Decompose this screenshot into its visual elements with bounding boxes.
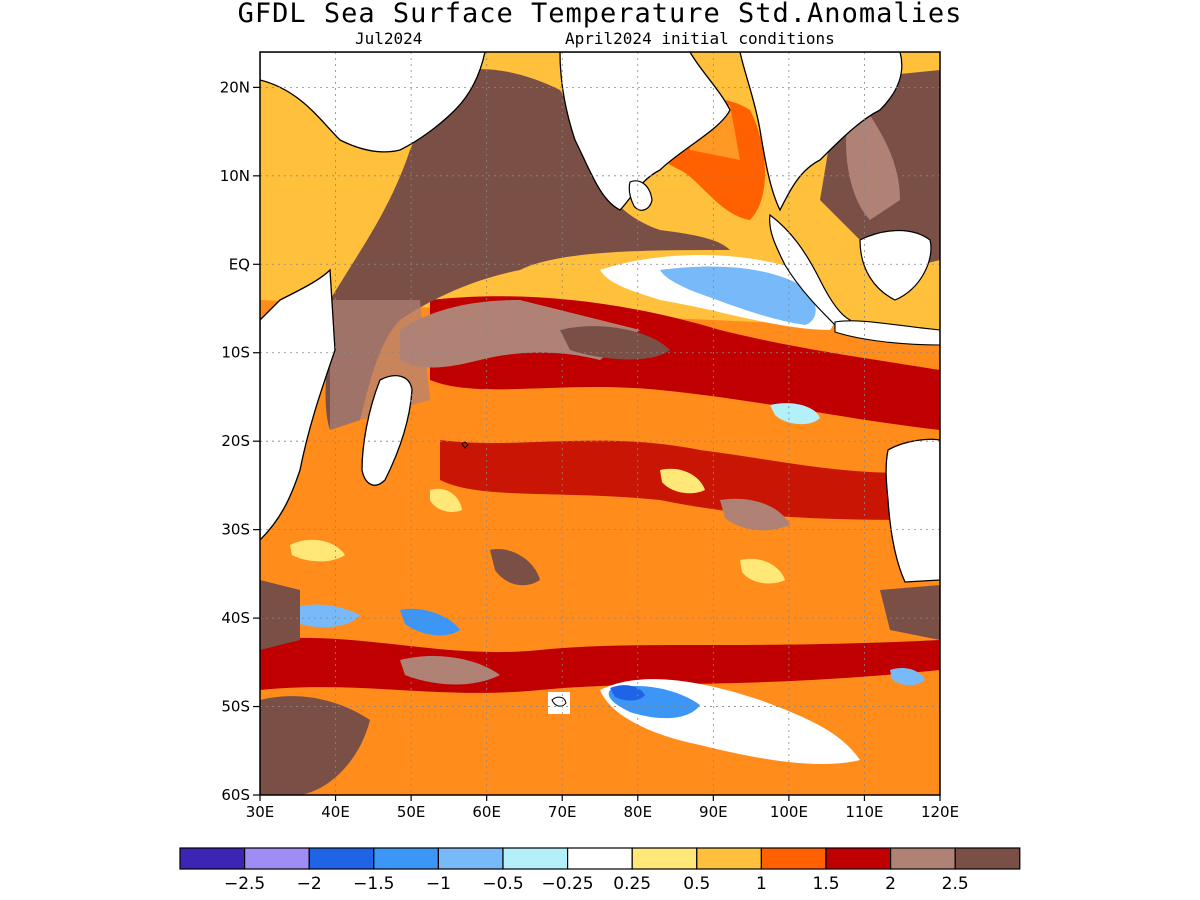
land-mask — [260, 52, 940, 714]
colorbar-swatch — [631, 847, 698, 870]
lat-tick-label: 30S — [221, 521, 250, 539]
lon-tick-label: 110E — [845, 803, 883, 821]
lon-tick-label: 100E — [770, 803, 808, 821]
colorbar-label: −0.25 — [542, 874, 594, 894]
lat-tick-label: 50S — [221, 698, 250, 716]
initial-conditions: April2024 initial conditions — [565, 29, 835, 48]
forecast-month: Jul2024 — [355, 29, 423, 48]
colorbar: −2.5 −2 −1.5 −1 −0.5 −0.25 0.25 0.5 1 1.5 2 2.5 — [179, 847, 1021, 894]
colorbar-label: −1.5 — [353, 874, 394, 894]
lat-tick-label: EQ — [229, 255, 250, 273]
lat-tick-label: 20N — [220, 78, 250, 96]
map-title: GFDL Sea Surface Temperature Std.Anomali… — [237, 0, 963, 29]
colorbar-label: −0.5 — [482, 874, 523, 894]
colorbar-swatch — [566, 847, 633, 870]
anomaly-field — [260, 52, 940, 795]
lat-tick-label: 10S — [221, 344, 250, 362]
colorbar-swatch — [696, 847, 762, 870]
lon-tick-label: 30E — [246, 803, 275, 821]
colorbar-label: −1 — [426, 874, 451, 894]
lon-tick-label: 90E — [699, 803, 728, 821]
colorbar-swatch — [373, 847, 439, 870]
colorbar-label: 0.5 — [683, 874, 710, 894]
colorbar-label: −2.5 — [224, 874, 265, 894]
colorbar-swatch — [502, 847, 569, 870]
colorbar-swatch — [889, 847, 956, 870]
colorbar-label: 2.5 — [942, 874, 969, 894]
lat-tick-label: 10N — [220, 167, 250, 185]
lon-tick-label: 50E — [397, 803, 426, 821]
lat-tick-label: 60S — [221, 786, 250, 804]
lat-tick-label: 20S — [221, 432, 250, 450]
map-frame — [259, 51, 941, 796]
colorbar-swatch — [437, 847, 504, 870]
colorbar-label: 1.5 — [812, 874, 839, 894]
colorbar-label: 1 — [756, 874, 767, 894]
colorbar-swatch — [308, 847, 375, 870]
colorbar-label: 2 — [885, 874, 896, 894]
colorbar-label: −2 — [297, 874, 322, 894]
lon-tick-label: 80E — [623, 803, 652, 821]
colorbar-swatch — [954, 847, 1021, 870]
lon-tick-label: 120E — [921, 803, 959, 821]
colorbar-label: 0.25 — [613, 874, 651, 894]
lon-tick-label: 60E — [472, 803, 501, 821]
lat-tick-label: 40S — [221, 609, 250, 627]
colorbar-swatch — [760, 847, 827, 870]
colorbar-swatch — [244, 847, 310, 870]
colorbar-swatch — [179, 847, 246, 870]
lon-tick-label: 70E — [548, 803, 577, 821]
colorbar-swatch — [825, 847, 892, 870]
lon-tick-label: 40E — [321, 803, 350, 821]
